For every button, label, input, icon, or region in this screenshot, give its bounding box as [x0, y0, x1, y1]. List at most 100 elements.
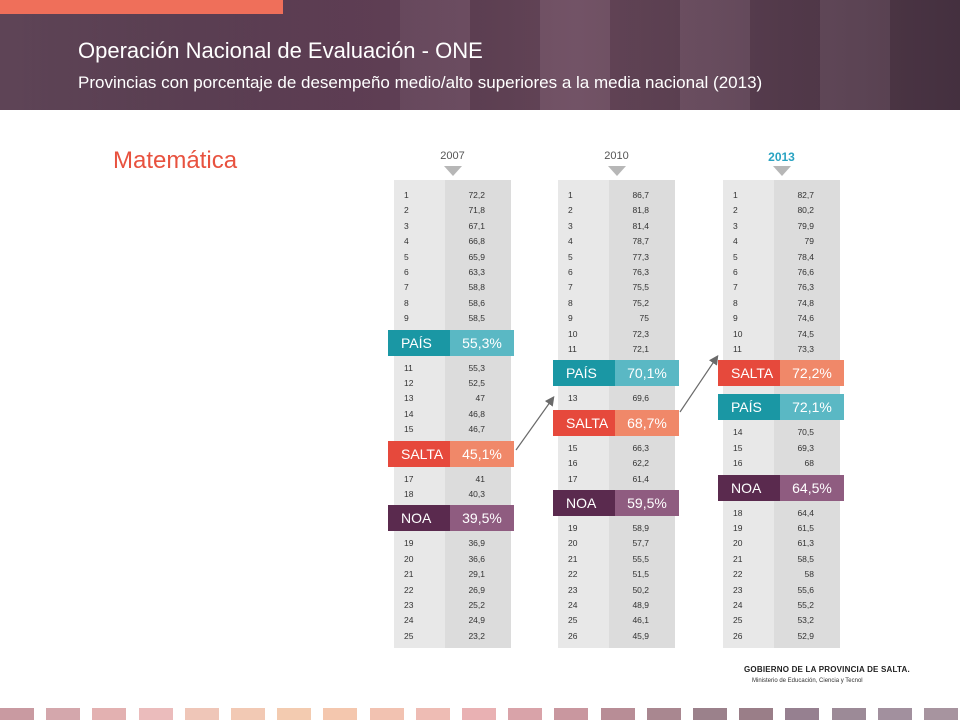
score-value: 48,9 — [632, 600, 649, 610]
score-value: 76,6 — [797, 267, 814, 277]
rank-number: 2 — [568, 205, 573, 216]
rank-number: 15 — [568, 442, 578, 453]
score-value: 75 — [639, 313, 649, 324]
table-row: 25 46,1 — [558, 613, 675, 627]
noa-value: 59,5% — [615, 490, 679, 516]
accent-bar — [0, 0, 283, 14]
score-value: 61,4 — [632, 473, 649, 484]
table-row: 6 76,3 — [558, 265, 675, 279]
salta-value: 72,2% — [780, 360, 844, 387]
table-row: 11 55,3 — [394, 361, 511, 375]
decorative-square — [831, 708, 866, 720]
decorative-square — [554, 708, 589, 720]
score-value: 58,8 — [468, 282, 485, 293]
rank-number: 8 — [568, 297, 573, 308]
score-value: 64,4 — [797, 507, 814, 518]
rank-number: 10 — [733, 328, 743, 339]
rank-number: 23 — [733, 584, 743, 595]
table-row: 2 80,2 — [723, 203, 840, 217]
table-row: 10 72,3 — [558, 327, 675, 341]
rank-number: 22 — [733, 569, 743, 580]
rank-number: 3 — [733, 220, 738, 231]
table-row: 16 62,2 — [558, 456, 675, 470]
table-row: 14 46,8 — [394, 407, 511, 421]
table-row: 23 50,2 — [558, 583, 675, 597]
score-value: 45,9 — [632, 630, 649, 641]
pais-value: 70,1% — [615, 360, 679, 387]
score-value: 75,2 — [632, 297, 649, 308]
score-value: 78,7 — [632, 236, 649, 247]
rank-number: 11 — [568, 344, 577, 354]
table-row: 20 57,7 — [558, 536, 675, 550]
rank-number: 4 — [733, 236, 738, 247]
rank-number: 14 — [404, 408, 414, 419]
score-value: 72,1 — [632, 344, 649, 354]
pais-value: 55,3% — [450, 329, 514, 356]
rank-number: 25 — [404, 630, 414, 641]
table-row: 15 69,3 — [723, 441, 840, 455]
decorative-square — [600, 708, 635, 720]
score-value: 26,9 — [468, 584, 485, 595]
table-row: 24 48,9 — [558, 598, 675, 612]
score-value: 63,3 — [468, 267, 485, 277]
table-row: 10 74,5 — [723, 327, 840, 341]
score-value: 24,9 — [468, 615, 485, 626]
score-value: 46,8 — [468, 408, 485, 419]
table-row: 13 47 — [394, 391, 511, 405]
table-row: 22 51,5 — [558, 567, 675, 581]
table-row: 3 81,4 — [558, 219, 675, 233]
score-value: 25,2 — [468, 600, 485, 610]
score-value: 75,5 — [632, 282, 649, 293]
score-value: 79 — [804, 236, 814, 247]
score-value: 46,7 — [468, 424, 485, 435]
rank-number: 20 — [733, 538, 743, 549]
score-value: 72,3 — [632, 328, 649, 339]
rank-number: 5 — [404, 251, 409, 262]
table-row: 19 58,9 — [558, 521, 675, 535]
table-row: 7 75,5 — [558, 280, 675, 294]
decorative-square — [277, 708, 312, 720]
noa-label: NOA — [553, 490, 615, 516]
table-row: 25 23,2 — [394, 629, 511, 643]
table-row: 1 86,7 — [558, 188, 675, 202]
header-banner: Operación Nacional de Evaluación - ONE P… — [0, 0, 960, 110]
table-row: 25 53,2 — [723, 613, 840, 627]
noa-label: NOA — [718, 474, 780, 501]
arrow-salta-2010-2013 — [679, 355, 719, 413]
score-value: 72,2 — [468, 190, 485, 200]
noa-value: 64,5% — [780, 474, 844, 501]
score-value: 55,6 — [797, 584, 814, 595]
score-value: 58,6 — [468, 297, 485, 308]
rank-number: 22 — [568, 569, 578, 580]
rank-number: 6 — [568, 267, 573, 277]
pais-label: PAÍS — [718, 394, 780, 421]
rank-number: 11 — [404, 362, 413, 373]
table-row: 26 45,9 — [558, 629, 675, 643]
rank-number: 12 — [404, 378, 414, 388]
table-row: 2 71,8 — [394, 203, 511, 217]
score-value: 51,5 — [632, 569, 649, 580]
score-value: 66,8 — [468, 236, 485, 247]
rank-number: 20 — [404, 553, 414, 564]
table-row: 5 65,9 — [394, 250, 511, 264]
score-value: 65,9 — [468, 251, 485, 262]
decorative-square — [184, 708, 219, 720]
rank-number: 10 — [568, 328, 578, 339]
table-row: 16 68 — [723, 456, 840, 470]
table-row: 3 79,9 — [723, 219, 840, 233]
rank-number: 22 — [404, 584, 414, 595]
pais-highlight-band: PAÍS 72,1% — [718, 394, 844, 421]
rank-number: 15 — [404, 424, 414, 435]
table-row: 15 46,7 — [394, 422, 511, 436]
rank-number: 23 — [404, 600, 414, 610]
page-subtitle: Provincias con porcentaje de desempeño m… — [78, 73, 763, 92]
decorative-square — [739, 708, 774, 720]
table-row: 22 26,9 — [394, 583, 511, 597]
score-value: 36,9 — [468, 538, 485, 549]
rank-number: 21 — [404, 569, 414, 580]
salta-highlight-band: SALTA 72,2% — [718, 360, 844, 387]
rank-number: 7 — [733, 282, 738, 293]
table-row: 9 74,6 — [723, 311, 840, 325]
rank-number: 18 — [733, 507, 743, 518]
score-value: 80,2 — [797, 205, 814, 216]
